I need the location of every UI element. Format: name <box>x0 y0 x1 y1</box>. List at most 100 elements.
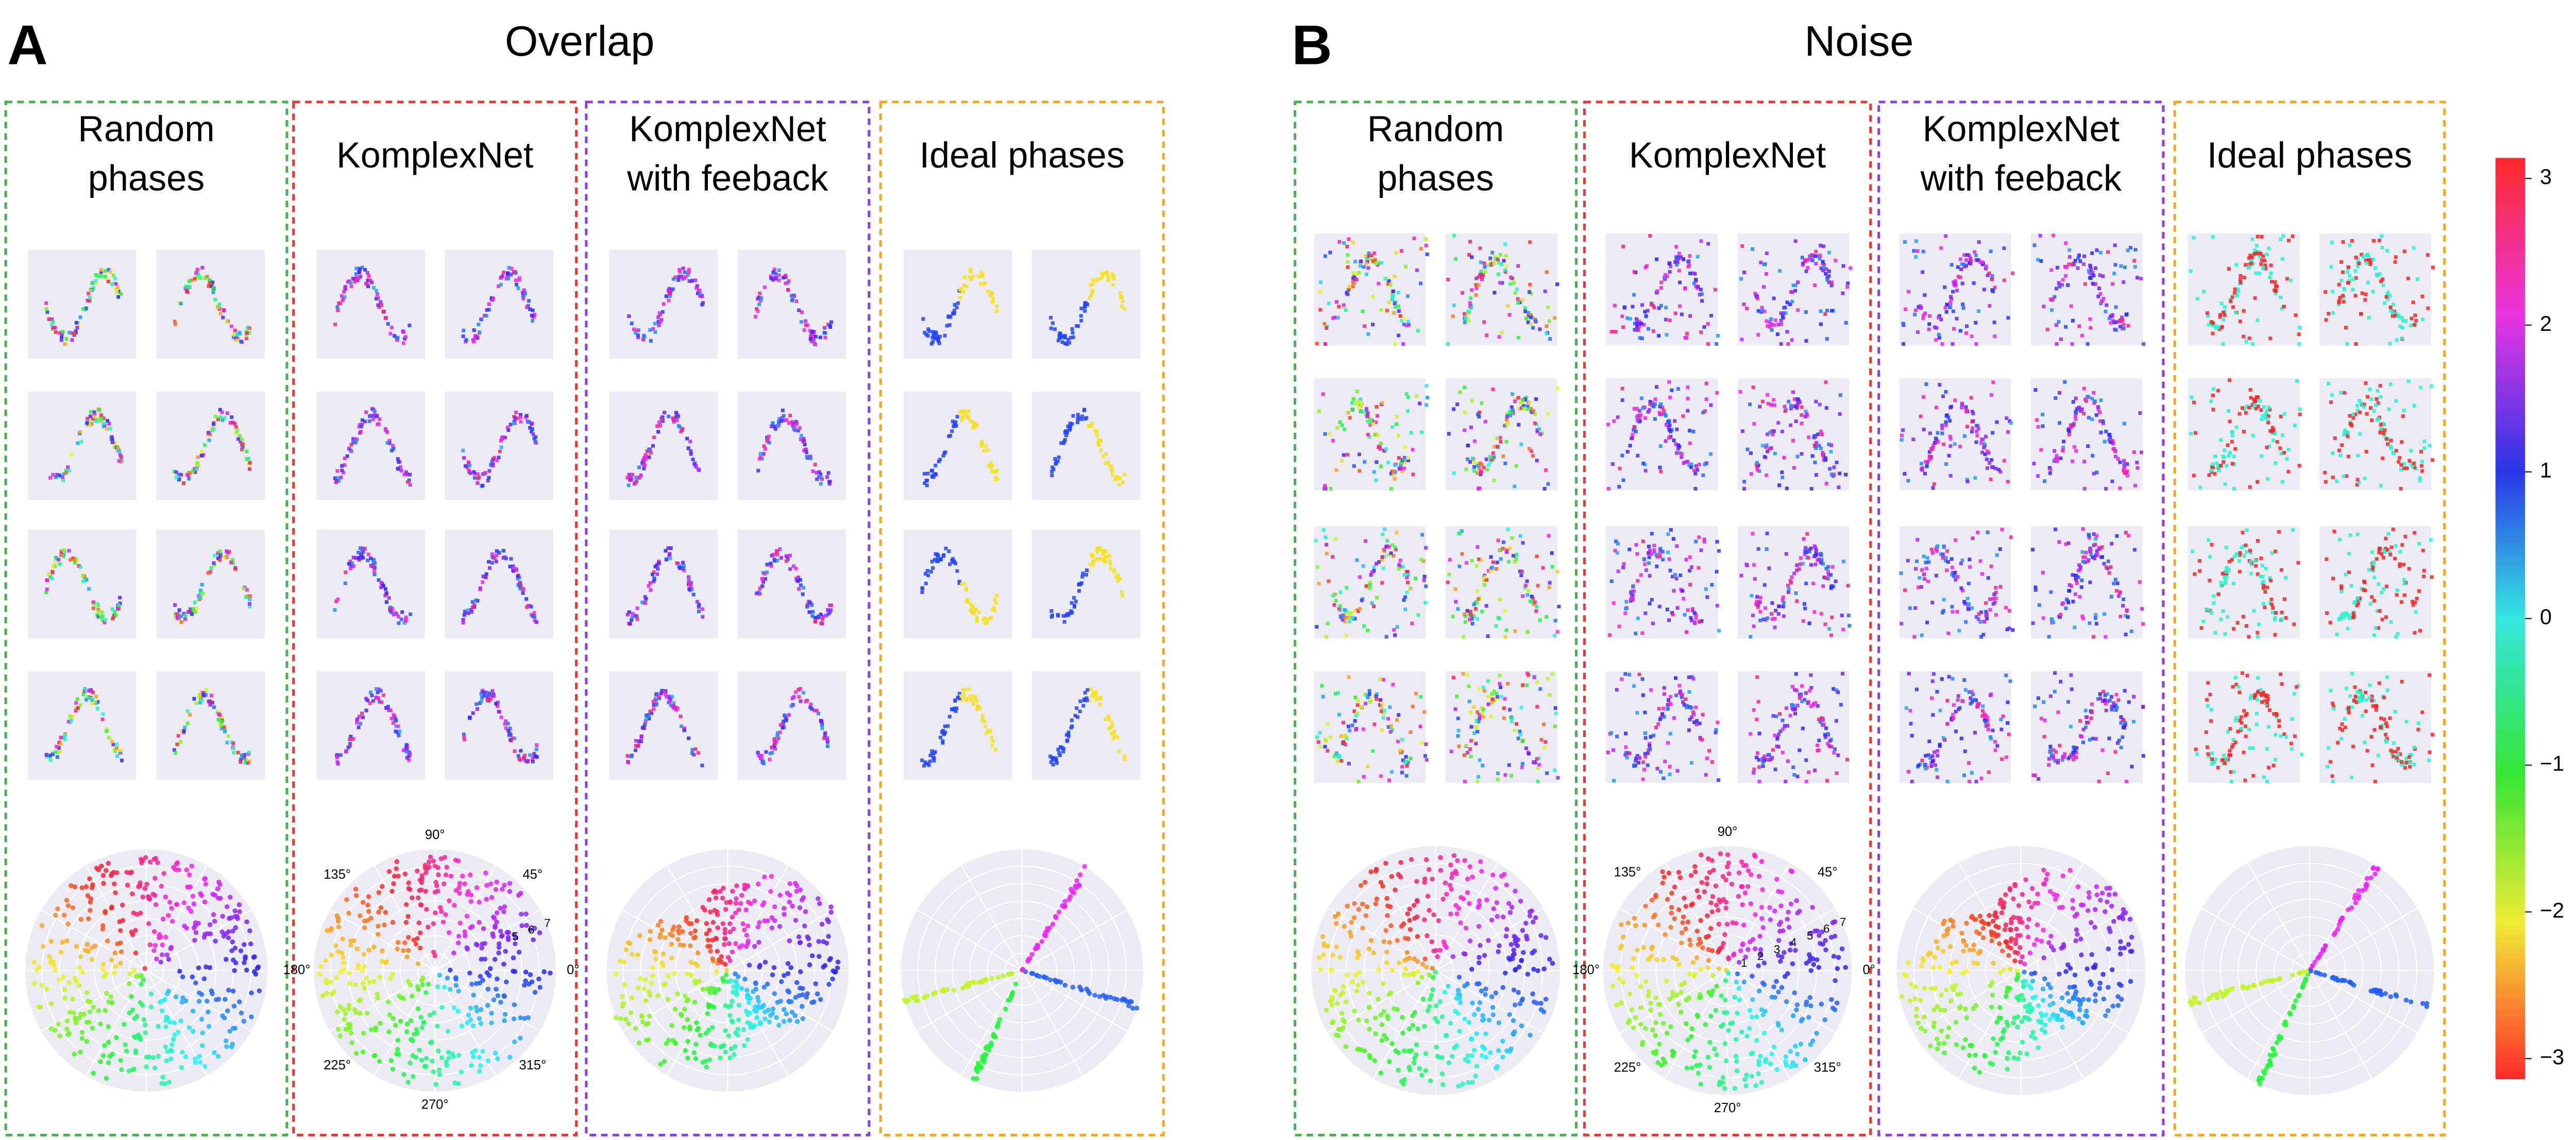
phase-point <box>410 993 415 999</box>
phase-point <box>794 1019 800 1024</box>
phase-point <box>681 943 686 948</box>
digit-image <box>28 250 137 359</box>
pixel <box>1415 394 1419 398</box>
pixel <box>509 737 513 742</box>
phase-point <box>127 981 132 986</box>
pixel <box>772 558 776 562</box>
phase-point <box>495 910 500 915</box>
phase-point <box>358 913 363 918</box>
pixel <box>1066 734 1071 738</box>
pixel <box>1392 554 1396 558</box>
pixel <box>928 759 932 763</box>
pixel <box>530 422 534 426</box>
pixel <box>1345 452 1349 457</box>
pixel <box>1099 557 1103 561</box>
phase-point <box>519 923 524 928</box>
pixel <box>1354 728 1358 732</box>
pixel <box>1083 305 1087 309</box>
phase-point <box>464 913 470 919</box>
pixel <box>1324 737 1328 742</box>
phase-point <box>1034 973 1040 978</box>
pixel <box>371 699 376 703</box>
pixel <box>1063 430 1067 434</box>
pixel <box>93 700 97 704</box>
phase-point <box>419 876 425 882</box>
pixel <box>1489 714 1493 718</box>
phase-point <box>87 876 92 881</box>
pixel <box>964 698 969 702</box>
pixel <box>657 696 662 700</box>
pixel <box>990 743 994 747</box>
pixel <box>948 434 953 438</box>
pixel <box>1094 430 1098 434</box>
pixel <box>196 271 200 275</box>
pixel <box>353 280 357 284</box>
pixel <box>1103 555 1107 559</box>
pixel <box>1411 473 1415 477</box>
pixel <box>1366 764 1370 768</box>
phase-point <box>456 1052 462 1058</box>
pixel <box>758 451 762 456</box>
pixel <box>499 282 503 287</box>
pixel <box>1109 725 1113 729</box>
pixel <box>379 300 383 304</box>
pixel <box>1359 259 1363 263</box>
phase-point <box>1454 996 1460 1001</box>
phase-point <box>127 971 132 977</box>
phase-point <box>716 957 722 962</box>
phase-point <box>431 949 436 955</box>
pixel <box>1520 406 1524 410</box>
pixel <box>1476 729 1480 733</box>
phase-point <box>190 1029 196 1034</box>
phase-point <box>402 940 408 946</box>
phase-point <box>660 963 666 968</box>
pixel <box>1482 261 1486 265</box>
pixel <box>697 605 701 609</box>
pixel <box>639 734 643 739</box>
pixel <box>686 273 690 277</box>
phase-point <box>179 1049 185 1055</box>
phase-point <box>718 1055 723 1061</box>
phase-point <box>468 872 473 878</box>
pixel <box>995 304 999 308</box>
pixel <box>1399 565 1403 569</box>
pixel <box>1083 691 1087 695</box>
pixel <box>480 699 484 703</box>
pixel <box>395 338 399 342</box>
phase-point <box>394 866 399 871</box>
pixel <box>1425 252 1429 256</box>
pixel <box>1421 559 1426 563</box>
pixel <box>245 333 249 338</box>
phase-point <box>411 1031 417 1037</box>
phase-point <box>436 872 441 878</box>
pixel <box>968 275 972 279</box>
pixel <box>759 298 763 303</box>
pixel <box>790 696 794 700</box>
pixel <box>1503 773 1507 777</box>
pixel <box>1555 282 1560 287</box>
pixel <box>1095 433 1099 438</box>
pixel <box>1401 564 1405 568</box>
phase-point <box>408 982 413 987</box>
pixel <box>694 286 699 290</box>
pixel <box>409 612 413 616</box>
pixel <box>239 340 243 344</box>
pixel <box>1384 635 1388 639</box>
phase-point <box>488 881 494 886</box>
phase-point <box>622 982 628 987</box>
pixel <box>114 282 118 286</box>
pixel <box>658 320 663 324</box>
pixel <box>1496 616 1500 620</box>
phase-point <box>742 886 748 892</box>
phase-point <box>1047 925 1053 931</box>
pixel <box>1366 332 1370 336</box>
phase-point <box>675 991 680 997</box>
phase-point <box>1070 888 1075 894</box>
phase-point <box>167 1019 173 1025</box>
pixel <box>639 473 643 477</box>
digit-image <box>28 391 137 500</box>
pixel <box>815 477 819 481</box>
pixel <box>1502 716 1506 720</box>
pixel <box>1472 439 1477 443</box>
pixel <box>174 751 178 755</box>
